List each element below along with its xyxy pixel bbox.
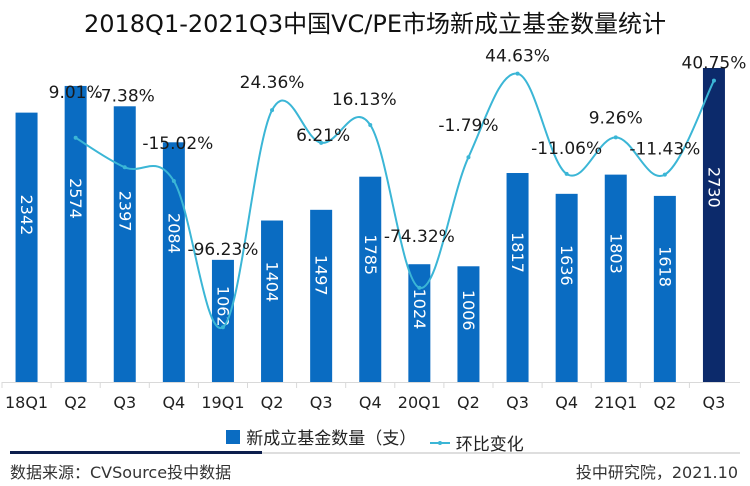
bar-value-label: 2084 — [164, 213, 183, 254]
line-point — [319, 140, 324, 145]
bar-swatch-icon — [226, 429, 241, 444]
line-value-label: -15.02% — [142, 134, 213, 154]
line-point — [171, 179, 176, 184]
x-tick-label: Q2 — [64, 393, 87, 412]
line-value-label: 9.26% — [589, 108, 643, 128]
bar — [261, 220, 284, 382]
x-tick-label: Q2 — [457, 393, 480, 412]
bar — [310, 209, 333, 382]
line-point — [564, 171, 569, 176]
x-tick-label: Q4 — [359, 393, 382, 412]
bar-value-label: 1024 — [410, 289, 429, 330]
footer-divider-dark — [10, 451, 262, 454]
x-tick-label: 18Q1 — [5, 393, 48, 412]
x-tick-label: Q4 — [162, 393, 185, 412]
line-value-label: -1.79% — [438, 116, 498, 136]
bar — [653, 195, 676, 382]
line-point — [466, 155, 471, 160]
bar — [15, 112, 38, 382]
bar-value-label: 2730 — [704, 167, 723, 208]
line-value-label: 24.36% — [240, 73, 305, 93]
bar-value-label: 1803 — [606, 233, 625, 274]
credit: 投中研究院，2021.10 — [575, 463, 738, 482]
line-value-label: 44.63% — [485, 47, 550, 67]
x-tick-label: Q3 — [506, 393, 529, 412]
bar — [113, 106, 136, 383]
bar — [64, 85, 87, 382]
line-series-path — [75, 72, 715, 329]
bar-value-label: 1404 — [263, 262, 282, 303]
line-point — [368, 122, 373, 127]
bar — [359, 176, 382, 382]
bar — [211, 259, 234, 382]
footer-divider-light — [262, 452, 740, 454]
chart-plot: 2342 18Q1 2574 Q2 2397 Q3 2084 Q4 1062 19Q1 1404 Q2… — [1, 47, 747, 412]
legend-bar-label: 新成立基金数量（支） — [246, 429, 417, 449]
x-tick-label: 21Q1 — [594, 393, 637, 412]
bar-value-label: 1062 — [213, 286, 232, 327]
legend-item-line: 环比变化 — [429, 430, 524, 455]
line-value-label: 40.75% — [682, 54, 747, 74]
bar — [408, 264, 431, 382]
line-point — [417, 285, 422, 290]
line-value-label: 9.01% — [49, 83, 103, 103]
line-point — [711, 78, 716, 83]
x-tick-label: 20Q1 — [398, 393, 441, 412]
line-value-label: -11.43% — [629, 140, 700, 160]
x-tick-label: Q2 — [653, 393, 676, 412]
bar-value-label: 2397 — [115, 191, 134, 232]
bar — [702, 68, 725, 382]
line-point — [515, 71, 520, 76]
bar-value-label: 2342 — [17, 195, 36, 236]
legend-item-bar: 新成立基金数量（支） — [226, 424, 416, 449]
bar — [604, 174, 627, 382]
x-tick-label: Q3 — [113, 393, 136, 412]
bar — [555, 193, 578, 382]
line-value-label: -7.38% — [95, 86, 155, 106]
legend-line-label: 环比变化 — [455, 435, 524, 455]
line-value-label: 16.13% — [332, 90, 397, 110]
line-value-label: -96.23% — [187, 240, 258, 260]
line-point — [270, 108, 275, 113]
line-value-label: 6.21% — [296, 126, 350, 146]
bar — [506, 173, 529, 382]
x-tick-label: Q4 — [555, 393, 578, 412]
line-point — [662, 172, 667, 177]
bar-value-label: 1618 — [655, 246, 674, 287]
x-tick-label: Q2 — [261, 393, 284, 412]
line-point — [613, 135, 618, 140]
data-source: 数据来源：CVSource投中数据 — [10, 463, 232, 482]
line-point — [73, 135, 78, 140]
chart-title: 2018Q1-2021Q3中国VC/PE市场新成立基金数量统计 — [83, 10, 667, 38]
bar-value-label: 1006 — [459, 290, 478, 331]
x-tick-label: Q3 — [310, 393, 333, 412]
bar — [457, 266, 480, 382]
line-point — [122, 165, 127, 170]
line-value-label: -11.06% — [531, 139, 602, 159]
bar-value-label: 1636 — [557, 245, 576, 286]
x-tick-label: Q3 — [703, 393, 726, 412]
bar-value-label: 1497 — [312, 255, 331, 296]
legend: 新成立基金数量（支） 环比变化 — [0, 424, 750, 455]
bar-value-label: 2574 — [66, 178, 85, 219]
x-tick-label: 19Q1 — [201, 393, 244, 412]
bar — [162, 142, 185, 382]
line-value-label: -74.32% — [384, 227, 455, 247]
bar-value-label: 1785 — [361, 234, 380, 275]
line-swatch-icon — [429, 440, 450, 445]
line-point — [220, 325, 225, 330]
bar-value-label: 1817 — [508, 232, 527, 273]
